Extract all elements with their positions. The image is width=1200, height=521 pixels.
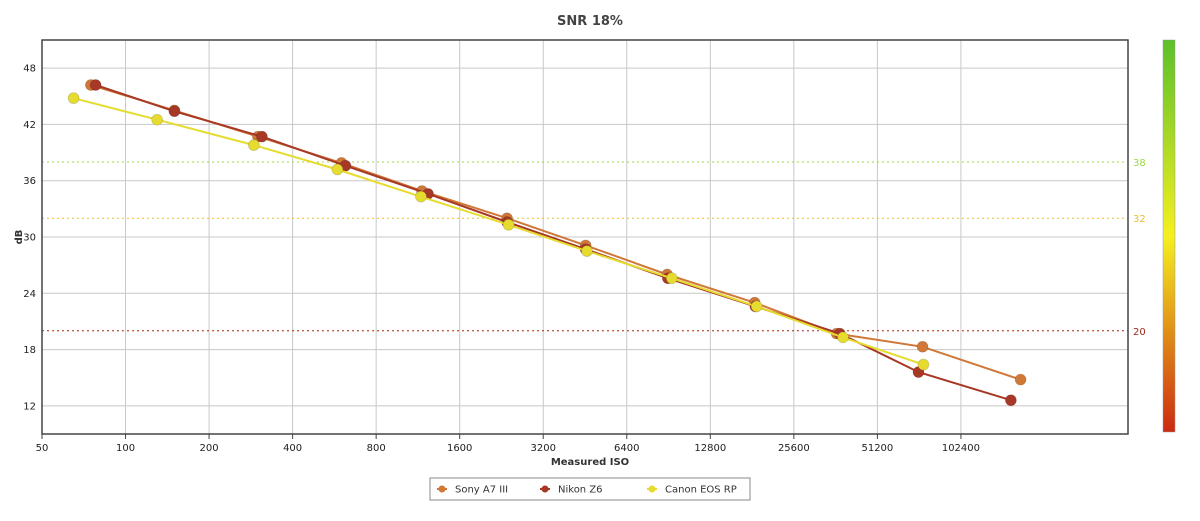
color-bar [1162,39,1176,433]
data-point[interactable] [168,105,181,118]
grid-lines [42,40,1128,434]
data-point[interactable] [916,340,929,353]
legend-item-1[interactable]: Nikon Z6 [540,485,603,496]
x-tick-label: 1600 [447,443,472,454]
legend-box [429,477,751,501]
x-tick-label: 102400 [942,443,980,454]
y-tick-label: 42 [23,120,36,131]
x-axis-ticks: 50 100 200 400 800 1600 3200 6400 12800 25600 5120… [36,434,980,454]
legend-label: Nikon Z6 [558,485,603,496]
legend-item-2[interactable]: Canon EOS RP [647,485,737,496]
legend-swatch-dot [438,485,446,493]
reference-line-label: 32 [1133,214,1146,225]
y-tick-label: 24 [23,289,36,300]
x-tick-label: 12800 [694,443,726,454]
data-point[interactable] [502,218,515,231]
x-tick-label: 800 [367,443,386,454]
reference-line-label: 20 [1133,327,1146,338]
y-axis-label: dB [14,230,25,245]
x-tick-label: 100 [116,443,135,454]
data-point[interactable] [67,92,80,105]
series-line [73,97,924,366]
legend-label: Sony A7 III [455,485,508,496]
series-line [95,84,1012,402]
data-point[interactable] [255,130,268,143]
y-tick-label: 12 [23,401,36,412]
data-point[interactable] [1004,394,1017,407]
legend-swatch-dot [541,485,549,493]
series-line [90,84,1021,381]
series-2 [67,92,930,371]
y-tick-label: 18 [23,345,36,356]
data-point[interactable] [331,163,344,176]
x-tick-label: 25600 [778,443,810,454]
y-tick-label: 36 [23,176,36,187]
y-tick-label: 48 [23,64,36,75]
y-tick-label: 30 [23,233,36,244]
data-point[interactable] [837,331,849,344]
reference-line-label: 38 [1133,158,1146,169]
data-point[interactable] [151,113,164,126]
legend-label: Canon EOS RP [665,485,737,496]
data-point[interactable] [247,139,260,151]
data-point[interactable] [1014,373,1027,386]
data-point[interactable] [917,358,930,371]
legend-swatch-dot [648,485,656,493]
chart-title: SNR 18% [557,14,623,29]
data-series [67,79,1027,407]
x-tick-label: 3200 [531,443,556,454]
x-axis-label: Measured ISO [551,457,629,468]
data-point[interactable] [415,190,427,203]
plot-area-frame [41,39,1129,435]
x-tick-label: 400 [283,443,302,454]
y-axis-ticks: 12 18 24 30 36 42 48 [23,64,36,413]
data-point[interactable] [89,79,102,91]
x-tick-label: 50 [36,443,49,454]
data-point[interactable] [665,272,678,285]
x-tick-label: 6400 [614,443,639,454]
x-tick-label: 200 [200,443,219,454]
x-tick-label: 51200 [861,443,893,454]
data-point[interactable] [750,300,763,313]
legend-item-0[interactable]: Sony A7 III [437,485,508,496]
legend: Sony A7 III Nikon Z6 Canon EOS RP [429,477,751,501]
data-point[interactable] [581,245,593,257]
reference-lines: 38 32 20 [42,158,1146,338]
